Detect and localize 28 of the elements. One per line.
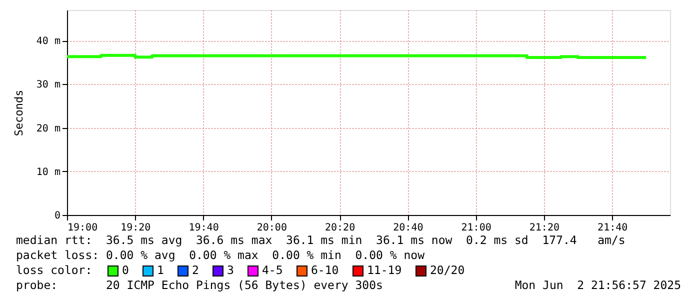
y-axis-title: Seconds <box>12 90 26 136</box>
y-tick-label: 30 m <box>36 80 60 91</box>
legend-label: 4-5 <box>262 263 283 277</box>
text: median rtt: 36.5 ms avg 36.6 ms max 36.1 ms min 36.1 ms now 0.2 ms sd 177.4 am/s <box>16 233 626 247</box>
legend-label: 0 <box>122 263 129 277</box>
text: packet loss: 0.00 % avg 0.00 % max 0.00 % min 0.00 % now <box>16 248 425 262</box>
y-tick-label: 40 m <box>36 36 60 48</box>
legend-label: 3 <box>227 263 234 277</box>
y-tick-label: 10 m <box>36 166 60 178</box>
y-tick-label: 20 m <box>36 123 60 134</box>
legend-label: 2 <box>192 263 199 277</box>
x-tick-label: 21:40 <box>598 222 628 234</box>
legend-label: 6-10 <box>311 263 339 277</box>
x-tick-label: 19:40 <box>188 222 219 234</box>
x-tick-label: 19:00 <box>68 222 98 234</box>
y-tick-label: 0 <box>54 210 60 222</box>
text: Mon Jun 2 21:56:57 2025 <box>514 278 681 292</box>
legend-label: 11-19 <box>367 263 402 277</box>
text: loss color: <box>16 263 92 277</box>
x-tick-label: 20:40 <box>393 222 424 234</box>
x-tick-label: 20:20 <box>324 222 356 234</box>
legend-label: 20/20 <box>430 263 465 277</box>
x-tick-label: 21:00 <box>461 222 492 234</box>
legend-label: 1 <box>157 263 164 277</box>
x-tick-label: 21:20 <box>529 222 560 234</box>
text: probe: 20 ICMP Echo Pings (56 Bytes) every 300s <box>16 278 383 292</box>
x-tick-label: 19:20 <box>120 222 151 234</box>
x-tick-label: 20:00 <box>256 222 287 234</box>
